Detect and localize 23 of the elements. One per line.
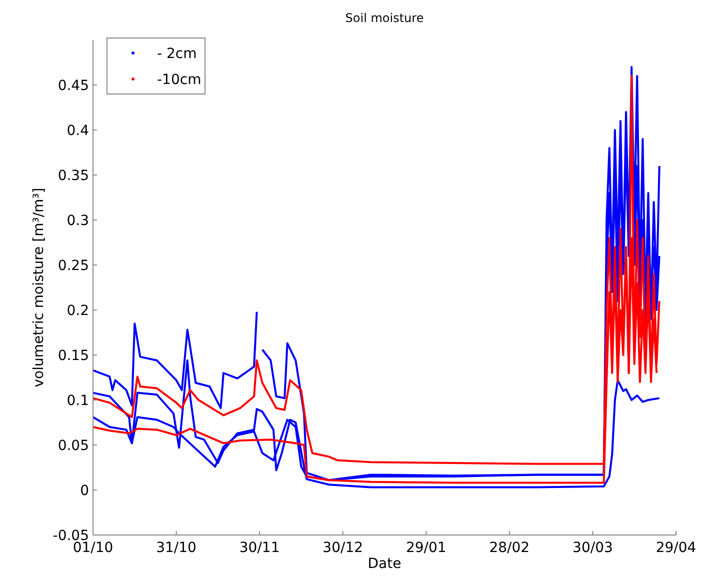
legend-label: -10cm	[157, 72, 202, 88]
x-tick-label: 30/12	[322, 540, 364, 556]
x-tick-label: 29/01	[406, 540, 446, 556]
x-tick-label: 29/04	[656, 540, 696, 556]
y-tick-label: 0.4	[66, 123, 90, 139]
y-tick-label: 0.3	[66, 213, 89, 229]
legend-label: - 2cm	[157, 46, 197, 62]
x-tick-label: 31/10	[156, 540, 196, 556]
chart-title: Soil moisture	[345, 11, 424, 25]
y-tick-label: 0.05	[58, 438, 89, 454]
x-tick-label: 01/10	[72, 540, 114, 556]
y-tick-label: 0.35	[58, 168, 89, 184]
y-tick-label: 0.45	[58, 78, 89, 94]
x-tick-label: 28/02	[489, 540, 530, 556]
x-tick-label: 30/11	[239, 540, 280, 556]
y-axis-title: volumetric moisture [m³/m³]	[31, 188, 47, 388]
y-tick-label: 0.25	[58, 258, 89, 274]
x-tick-label: 30/03	[572, 540, 613, 556]
y-tick-label: 0	[80, 483, 89, 499]
y-tick-label: 0.15	[58, 348, 89, 364]
y-tick-label: 0.2	[66, 303, 89, 319]
y-tick-label: 0.1	[66, 393, 89, 409]
x-axis-title: Date	[368, 556, 402, 572]
